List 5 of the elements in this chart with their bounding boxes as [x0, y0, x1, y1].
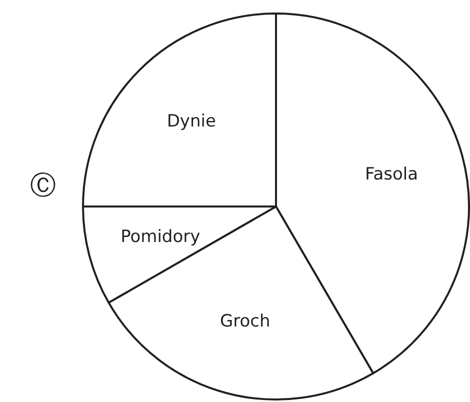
slice-label: Groch — [220, 312, 270, 332]
slice-label: Fasola — [364, 164, 418, 185]
slice-label: Dynie — [166, 111, 216, 132]
text: Ⓒ — [30, 170, 56, 201]
slice-label: Pomidory — [120, 226, 200, 247]
